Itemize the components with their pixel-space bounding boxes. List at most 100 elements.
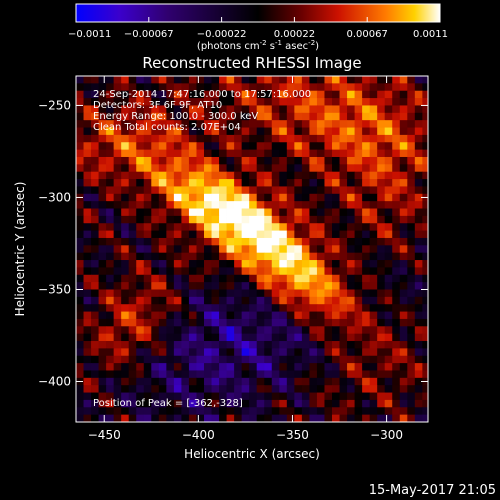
image-pixel [316, 134, 325, 143]
image-pixel [211, 274, 220, 283]
image-pixel [158, 142, 167, 151]
y-tick-label: −250 [38, 98, 71, 112]
image-pixel [384, 348, 393, 357]
image-pixel [121, 289, 130, 298]
image-pixel [113, 289, 122, 298]
image-pixel [414, 260, 423, 268]
image-pixel [226, 414, 235, 422]
image-pixel [279, 326, 288, 335]
annotation-total-counts: Clean Total counts: 2.07E+04 [93, 122, 241, 133]
image-pixel [377, 134, 386, 143]
image-pixel [377, 304, 386, 312]
image-pixel [301, 112, 310, 121]
image-pixel [173, 326, 182, 335]
image-pixel [256, 90, 265, 99]
image-pixel [407, 149, 416, 158]
image-pixel [264, 311, 273, 320]
image-pixel [347, 83, 355, 92]
image-pixel [399, 230, 408, 239]
image-pixel [219, 311, 227, 320]
image-pixel [196, 399, 205, 408]
image-pixel [332, 83, 340, 92]
image-pixel [91, 304, 99, 312]
image-pixel [286, 333, 295, 342]
image-pixel [151, 193, 160, 202]
image-pixel [188, 230, 197, 239]
image-pixel [301, 98, 310, 106]
image-pixel [211, 201, 220, 209]
image-pixel [136, 83, 145, 92]
image-pixel [362, 215, 371, 224]
image-pixel [106, 90, 115, 99]
image-pixel [256, 318, 265, 327]
image-pixel [347, 149, 355, 158]
image-pixel [143, 333, 152, 342]
image-pixel [332, 333, 340, 342]
image-pixel [158, 370, 167, 379]
image-pixel [83, 164, 92, 173]
image-pixel [151, 311, 160, 320]
image-pixel [332, 311, 340, 320]
image-pixel [301, 105, 310, 114]
image-pixel [414, 304, 423, 312]
image-pixel [173, 333, 182, 342]
image-pixel [234, 311, 243, 320]
image-pixel [151, 296, 160, 305]
image-pixel [384, 127, 393, 136]
image-pixel [279, 392, 288, 401]
image-pixel [234, 326, 243, 335]
image-pixel [422, 267, 428, 276]
image-pixel [128, 399, 137, 408]
image-pixel [279, 348, 288, 357]
image-pixel [354, 127, 363, 136]
image-pixel [399, 326, 408, 335]
image-pixel [249, 296, 258, 305]
image-pixel [158, 282, 167, 290]
image-pixel [369, 326, 378, 335]
image-pixel [309, 245, 318, 254]
image-pixel [316, 370, 325, 379]
image-pixel [91, 208, 99, 217]
image-pixel [392, 164, 401, 173]
image-pixel [143, 142, 152, 151]
image-pixel [301, 120, 310, 128]
image-pixel [294, 407, 303, 416]
image-pixel [219, 274, 227, 283]
image-pixel [241, 112, 250, 121]
image-pixel [422, 179, 428, 187]
image-pixel [98, 363, 107, 371]
x-tick-label: −350 [276, 428, 309, 442]
image-pixel [407, 90, 416, 99]
image-pixel [234, 289, 243, 298]
image-pixel [339, 156, 348, 165]
image-pixel [369, 245, 378, 254]
image-pixel [76, 370, 84, 379]
image-pixel [407, 230, 416, 239]
image-pixel [128, 385, 137, 393]
image-pixel [354, 377, 363, 386]
image-pixel [151, 282, 160, 290]
image-pixel [347, 201, 355, 209]
image-pixel [98, 201, 107, 209]
image-pixel [211, 282, 220, 290]
image-pixel [188, 274, 197, 283]
image-pixel [158, 201, 167, 209]
image-pixel [256, 341, 265, 349]
image-pixel [204, 407, 212, 416]
image-pixel [354, 179, 363, 187]
image-pixel [354, 304, 363, 312]
image-pixel [286, 193, 295, 202]
image-pixel [422, 201, 428, 209]
image-pixel [286, 83, 295, 92]
image-pixel [407, 237, 416, 246]
image-pixel [399, 134, 408, 143]
image-pixel [249, 171, 258, 180]
image-pixel [226, 296, 235, 305]
image-pixel [128, 83, 137, 92]
image-pixel [143, 127, 152, 136]
image-pixel [324, 142, 333, 151]
image-pixel [414, 171, 423, 180]
image-pixel [181, 333, 190, 342]
image-pixel [384, 296, 393, 305]
image-pixel [211, 215, 220, 224]
